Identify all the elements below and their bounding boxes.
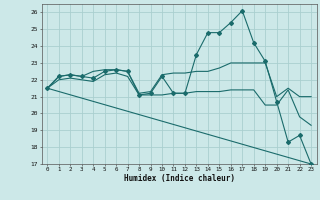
X-axis label: Humidex (Indice chaleur): Humidex (Indice chaleur): [124, 174, 235, 183]
